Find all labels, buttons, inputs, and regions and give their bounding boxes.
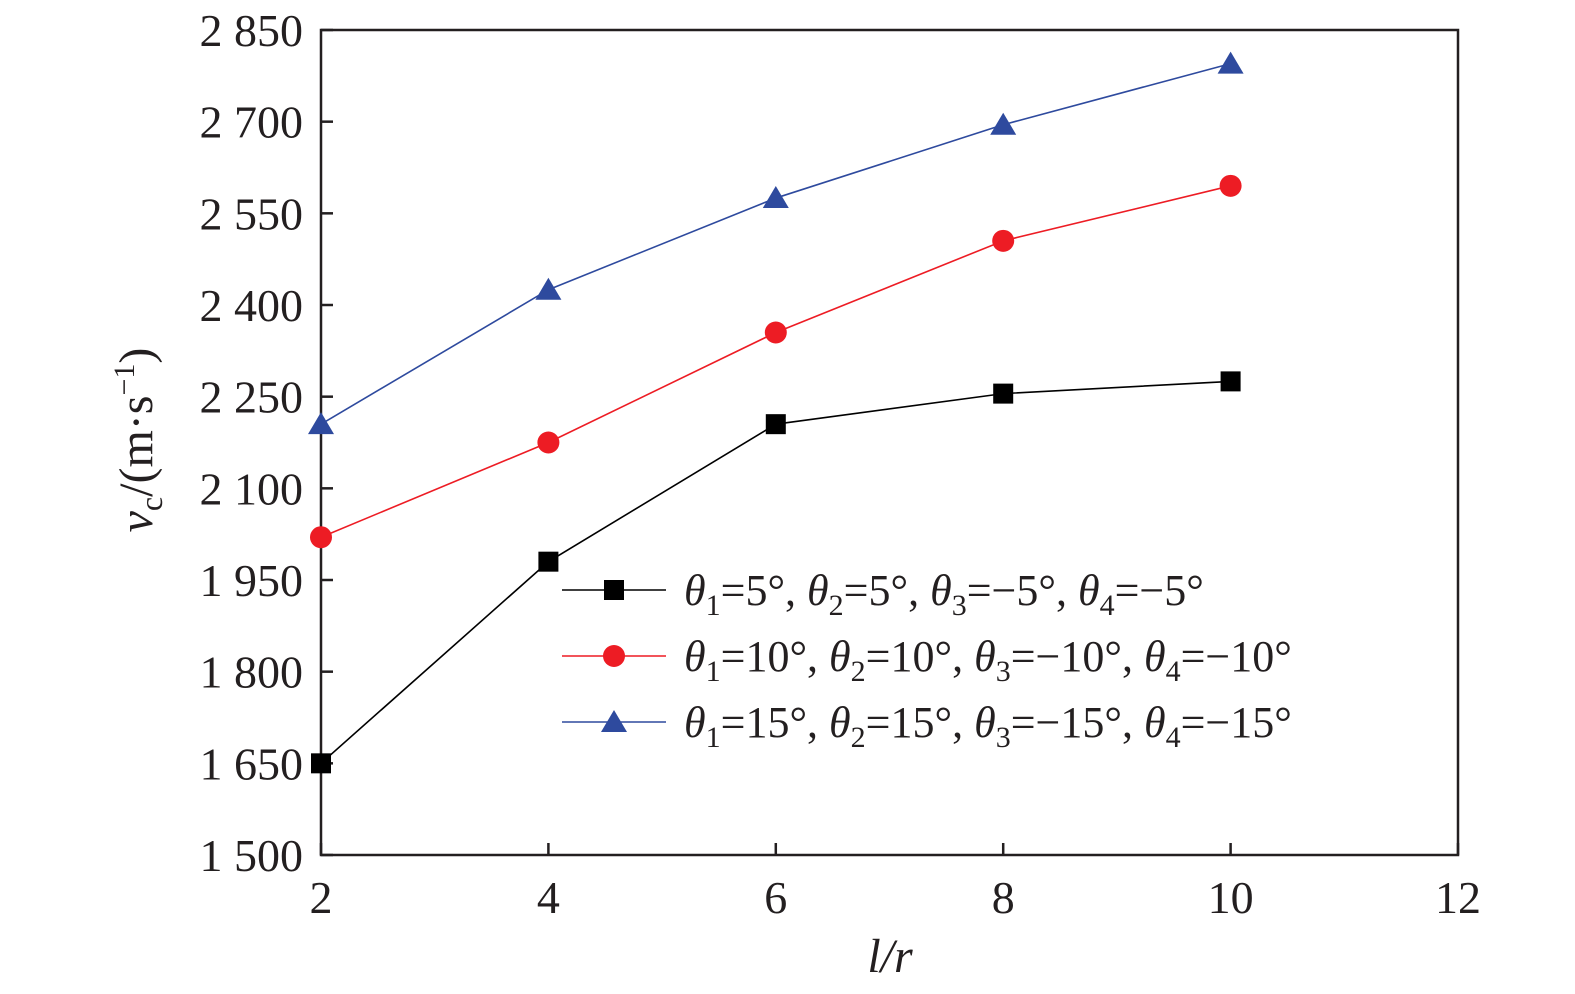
x-tick-label: 4 [537,872,560,923]
legend: θ1=5°, θ2=5°, θ3=−5°, θ4=−5° θ1=10°, θ2=1… [562,566,1292,754]
series-1 [311,371,1241,774]
data-point [993,383,1014,404]
legend-marker [604,580,624,600]
data-point [1220,371,1241,392]
y-tick-label: 2 700 [200,97,304,148]
y-tick-label: 2 550 [200,188,304,239]
plot-frame [319,28,1460,857]
x-tick-label: 8 [992,872,1015,923]
y-axis-label: vc/(m·s−1) [108,348,169,533]
data-point [762,186,789,209]
y-tick-label: 2 850 [200,5,304,56]
data-point [308,412,334,435]
legend-label: θ1=15°, θ2=15°, θ3=−15°, θ4=−15° [684,698,1292,754]
series-layer [308,51,1244,774]
x-tick-label: 12 [1435,872,1481,923]
data-point [990,112,1017,135]
data-point [1219,174,1242,197]
y-tick-label: 1 950 [200,555,304,606]
y-tick-label: 2 100 [200,463,304,514]
data-point [311,753,331,774]
series-line [320,62,1231,425]
x-axis-ticks: 2 4 6 8 10 12 [310,843,1481,923]
legend-marker [603,645,625,667]
y-axis-ticks: 1 500 1 650 1 800 1 950 2 100 2 250 2 400 2 550… [200,5,333,881]
y-tick-label: 1 800 [200,647,304,698]
legend-label: θ1=10°, θ2=10°, θ3=−10°, θ4=−10° [684,632,1292,688]
data-point [1217,51,1244,74]
y-tick-label: 1 650 [200,738,304,789]
x-tick-label: 2 [310,872,333,923]
legend-item-2: θ1=10°, θ2=10°, θ3=−10°, θ4=−10° [562,632,1292,688]
series-line [320,185,1231,538]
legend-item-1: θ1=5°, θ2=5°, θ3=−5°, θ4=−5° [562,566,1204,622]
data-point [764,321,787,344]
x-axis-label: l/r [867,930,913,983]
legend-label: θ1=5°, θ2=5°, θ3=−5°, θ4=−5° [684,566,1204,622]
series-3 [308,51,1244,435]
data-point [992,229,1015,252]
data-point [310,526,332,549]
y-tick-label: 1 500 [200,830,304,881]
x-tick-label: 10 [1208,872,1254,923]
data-point [765,414,786,435]
legend-item-3: θ1=15°, θ2=15°, θ3=−15°, θ4=−15° [562,698,1292,754]
data-point [535,277,562,300]
y-tick-label: 2 400 [200,280,304,331]
data-point [537,431,560,454]
y-tick-label: 2 250 [200,372,304,423]
legend-marker [601,710,627,732]
data-point [538,551,559,572]
x-tick-label: 6 [764,872,787,923]
series-2 [310,174,1242,549]
